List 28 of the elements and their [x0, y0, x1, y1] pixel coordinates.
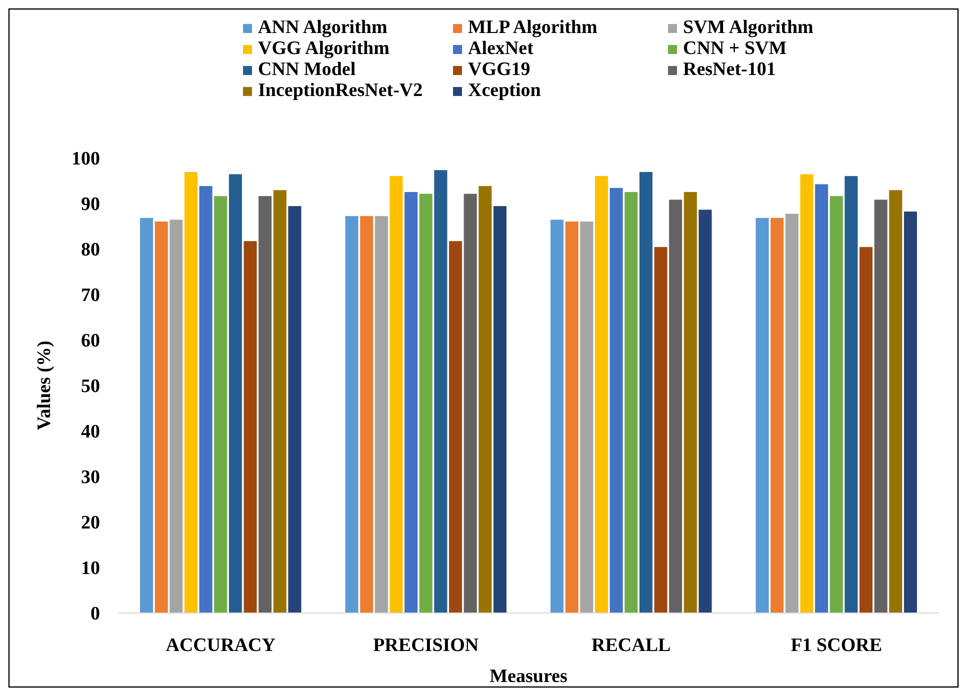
y-tick-label: 90 [81, 194, 100, 216]
legend-label: CNN + SVM [683, 38, 787, 59]
y-tick-label: 50 [81, 376, 100, 398]
legend-label: VGG19 [468, 59, 530, 80]
x-tick-label: ACCURACY [166, 635, 276, 656]
y-tick-label: 100 [72, 148, 100, 170]
legend-label: SVM Algorithm [683, 17, 814, 38]
y-tick-label: 20 [81, 512, 100, 534]
y-axis-title: Values (%) [34, 340, 55, 430]
y-tick-label: 0 [90, 604, 100, 625]
y-tick-label: 30 [81, 467, 100, 488]
legend-label: MLP Algorithm [468, 17, 598, 38]
legend-label: Xception [468, 80, 542, 101]
y-tick-label: 10 [81, 558, 100, 580]
y-tick-label: 70 [81, 285, 100, 306]
legend-label: InceptionResNet-V2 [258, 80, 423, 101]
x-axis-title: Measures [490, 666, 568, 687]
y-tick-label: 40 [81, 422, 100, 443]
legend-label: CNN Model [258, 59, 356, 80]
x-tick-label: RECALL [592, 635, 671, 656]
x-tick-label: F1 SCORE [790, 635, 882, 656]
legend-label: AlexNet [468, 38, 534, 59]
y-tick-label: 80 [81, 240, 100, 261]
legend-label: ANN Algorithm [258, 17, 388, 38]
x-tick-label: PRECISION [373, 635, 479, 656]
legend-label: VGG Algorithm [258, 38, 390, 59]
y-tick-label: 60 [81, 330, 100, 352]
legend-label: ResNet-101 [683, 59, 776, 80]
